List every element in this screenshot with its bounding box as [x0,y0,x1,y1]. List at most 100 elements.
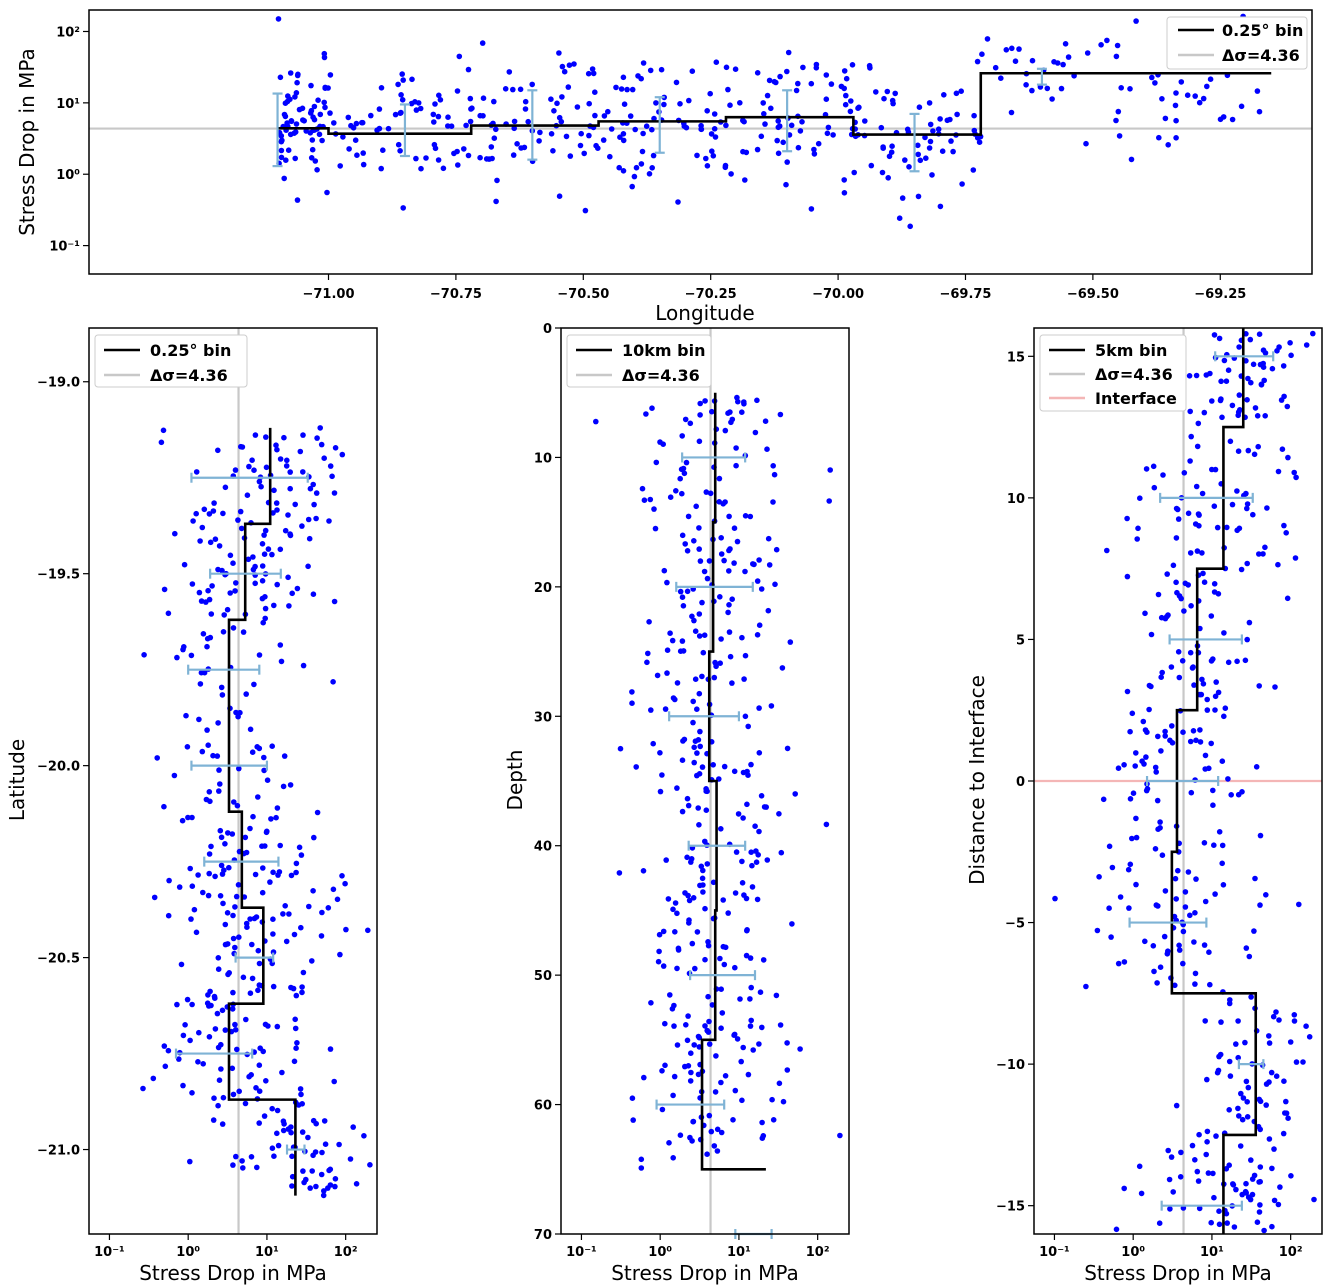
data-point [1209,466,1215,473]
data-point [718,535,724,541]
data-point [1180,729,1186,735]
data-point [300,662,307,669]
depth-ylabel: Depth [503,750,527,811]
data-point [731,768,738,775]
data-point [766,562,773,568]
data-point [264,828,270,835]
data-point [717,594,723,600]
data-point [1269,1165,1275,1172]
data-point [234,1046,240,1053]
data-point [696,546,702,552]
data-point [711,1143,718,1149]
data-point [797,1046,803,1052]
data-point [1287,1039,1294,1045]
data-point [1216,829,1223,835]
data-point [1303,1023,1309,1029]
data-point [211,1095,217,1101]
data-point [340,134,346,140]
data-point [1285,1115,1291,1121]
data-point [671,1073,678,1080]
data-point [694,706,700,712]
data-point [696,438,703,445]
data-point [229,1065,236,1072]
data-point [653,459,660,466]
data-point [337,163,344,169]
data-point [331,120,337,126]
bin-median-step-line [227,427,297,1196]
data-point [445,114,451,120]
data-point [926,145,933,151]
data-point [559,94,565,100]
data-point [467,95,474,102]
data-point [683,1022,689,1028]
data-point [1218,1019,1224,1025]
data-point [774,137,780,144]
data-point [1258,381,1265,388]
data-point [1187,408,1193,415]
data-point [247,916,253,922]
data-point [1222,705,1229,711]
data-point [465,152,472,159]
data-point [1152,846,1159,852]
data-point [971,112,977,119]
data-point [189,883,196,889]
data-point [739,858,745,865]
data-point [243,691,249,697]
data-point [677,475,683,482]
data-point [705,939,711,945]
data-point [679,594,686,600]
data-point [220,629,227,635]
data-point [1116,133,1123,139]
data-point [292,129,299,135]
data-point [1117,894,1124,900]
data-point [733,849,740,855]
data-point [868,162,875,169]
data-point [563,133,570,140]
data-point [511,118,518,125]
data-point [1227,1073,1234,1079]
data-point [184,744,191,750]
data-point [277,842,284,849]
data-point [723,64,730,71]
data-point [171,772,178,779]
data-point [331,490,338,496]
data-point [217,893,224,899]
data-point [218,834,225,841]
data-point [350,1124,357,1130]
data-point [629,700,635,706]
data-point [292,1016,299,1023]
data-point [277,74,284,81]
data-point [307,1185,314,1191]
data-point [760,100,766,106]
data-point [687,1134,693,1141]
data-point [1208,613,1215,619]
data-point [1300,1059,1306,1065]
data-point [1242,1039,1248,1046]
interface-axes-frame [1033,327,1323,1235]
data-point [681,123,688,129]
data-point [1254,1219,1261,1225]
data-point [730,1117,736,1123]
data-point [1199,490,1206,497]
data-point [436,92,442,99]
data-point [631,173,638,180]
data-point [140,1085,146,1092]
data-point [220,900,226,907]
data-point [754,896,761,903]
data-point [725,609,731,616]
data-point [662,1020,668,1027]
data-point [1223,378,1230,385]
data-point [729,416,736,423]
data-point [742,177,748,183]
data-point [204,727,210,733]
data-point [1115,765,1122,771]
data-point [1173,117,1179,124]
data-point [321,455,328,462]
data-point [445,123,451,129]
data-point [1261,377,1267,384]
error-bar [174,1048,254,1059]
data-point [1159,669,1165,676]
data-point [230,1162,236,1168]
data-point [698,122,704,129]
data-point [299,105,306,112]
